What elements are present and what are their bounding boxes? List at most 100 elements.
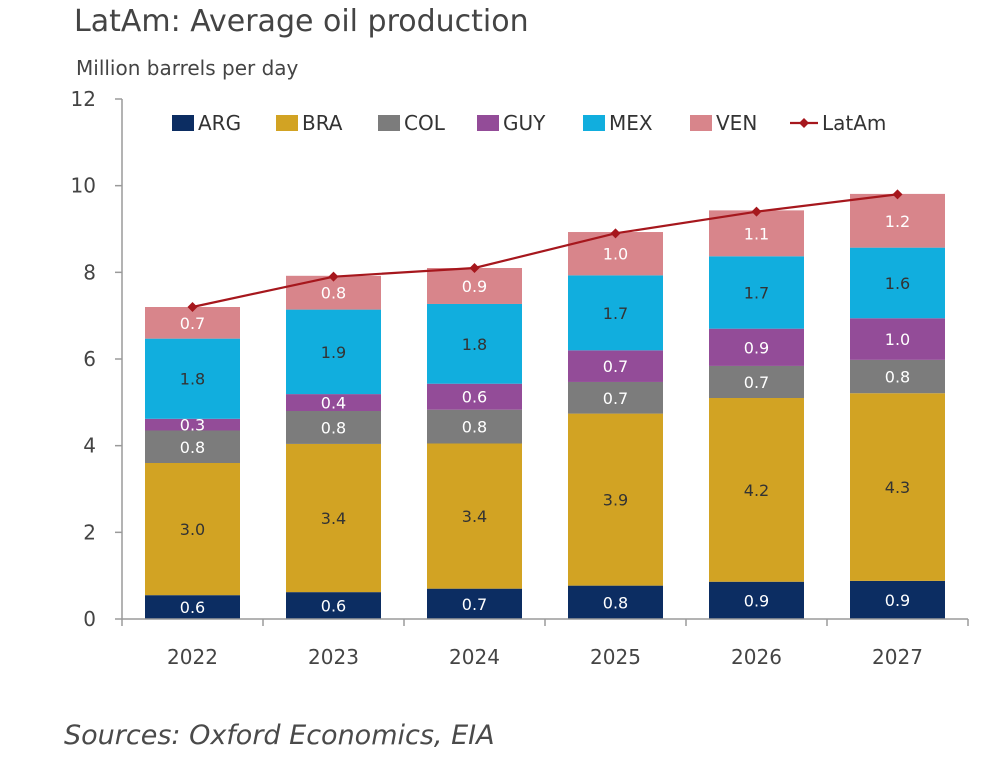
legend-swatch-mex — [583, 115, 605, 131]
axes-group: 0 2 4 6 8 10 12 2022 2023 2024 2025 2026 2027 — [71, 87, 969, 669]
data-label-ven-2022: 0.7 — [180, 314, 205, 333]
y-tick-label: 2 — [83, 520, 96, 544]
bar-col-2027 — [850, 359, 945, 394]
data-label-mex-2024: 1.8 — [462, 335, 487, 354]
data-label-ven-2023: 0.8 — [321, 284, 346, 303]
legend-swatch-col — [378, 115, 400, 131]
data-label-mex-2022: 1.8 — [180, 370, 205, 389]
bar-guy-2022 — [145, 418, 240, 431]
bar-col-2023 — [286, 411, 381, 444]
bar-series-group — [145, 193, 945, 619]
bar-ven-2022 — [145, 307, 240, 339]
bar-guy-2023 — [286, 394, 381, 411]
data-label-col-2027: 0.8 — [885, 368, 910, 387]
data-label-mex-2023: 1.9 — [321, 343, 346, 362]
x-tick-label-2022: 2022 — [167, 645, 218, 669]
legend-swatch-arg — [172, 115, 194, 131]
data-label-bra-2027: 4.3 — [885, 478, 910, 497]
source-note: Sources: Oxford Economics, EIA — [64, 720, 495, 751]
legend-label-mex: MEX — [609, 111, 653, 135]
x-tick-label-2026: 2026 — [731, 645, 782, 669]
y-axis-unit-label: Million barrels per day — [76, 56, 299, 80]
data-label-col-2024: 0.8 — [462, 418, 487, 437]
data-label-arg-2025: 0.8 — [603, 593, 628, 612]
bar-bra-2024 — [427, 443, 522, 589]
bar-bra-2023 — [286, 443, 381, 593]
data-label-ven-2025: 1.0 — [603, 245, 628, 264]
y-tick-label: 8 — [83, 260, 96, 284]
bar-arg-2024 — [427, 588, 522, 619]
bar-mex-2024 — [427, 303, 522, 384]
bar-col-2025 — [568, 381, 663, 414]
x-tick-label-2027: 2027 — [872, 645, 923, 669]
bar-mex-2025 — [568, 275, 663, 351]
legend-label-bra: BRA — [302, 111, 343, 135]
bar-mex-2027 — [850, 247, 945, 319]
data-label-col-2025: 0.7 — [603, 389, 628, 408]
latam-point-2025 — [610, 228, 621, 239]
y-tick-label: 4 — [83, 434, 96, 458]
bar-ven-2026 — [709, 210, 804, 257]
latam-point-2024 — [469, 263, 480, 273]
bar-bra-2026 — [709, 398, 804, 582]
data-label-guy-2027: 1.0 — [885, 330, 910, 349]
y-tick-label: 10 — [71, 174, 96, 198]
data-label-bra-2025: 3.9 — [603, 491, 628, 510]
latam-line-group — [187, 189, 903, 312]
data-label-mex-2027: 1.6 — [885, 274, 910, 293]
data-label-col-2026: 0.7 — [744, 373, 769, 392]
legend-label-guy: GUY — [503, 111, 546, 135]
bar-bra-2022 — [145, 463, 240, 596]
data-label-arg-2027: 0.9 — [885, 591, 910, 610]
latam-line — [192, 193, 898, 309]
data-label-bra-2023: 3.4 — [321, 509, 346, 528]
bar-guy-2027 — [850, 318, 945, 360]
bar-ven-2025 — [568, 232, 663, 276]
bar-col-2026 — [709, 365, 804, 398]
data-label-group: 0.6 3.0 0.8 0.3 1.8 0.7 0.6 3.4 0.8 0.4 1.9 0.8 0.7 3… — [180, 212, 910, 617]
data-label-ven-2024: 0.9 — [462, 277, 487, 296]
data-label-bra-2026: 4.2 — [744, 481, 769, 500]
bar-arg-2025 — [568, 585, 663, 619]
legend-marker-latam — [799, 118, 809, 128]
x-tick-label-2024: 2024 — [449, 645, 500, 669]
data-label-mex-2025: 1.7 — [603, 304, 628, 323]
data-label-arg-2026: 0.9 — [744, 591, 769, 610]
bar-arg-2027 — [850, 580, 945, 619]
bar-guy-2025 — [568, 350, 663, 382]
y-tick-label: 0 — [83, 607, 96, 631]
latam-point-2023 — [328, 271, 339, 282]
data-label-mex-2026: 1.7 — [744, 283, 769, 302]
data-label-guy-2026: 0.9 — [744, 338, 769, 357]
y-tick-label: 6 — [83, 347, 96, 371]
legend-label-col: COL — [404, 111, 446, 135]
data-label-arg-2022: 0.6 — [180, 598, 205, 617]
bar-bra-2027 — [850, 393, 945, 581]
legend-label-ven: VEN — [716, 111, 757, 135]
bar-mex-2022 — [145, 338, 240, 419]
bar-mex-2023 — [286, 309, 381, 395]
latam-point-2026 — [751, 206, 762, 217]
x-tick-label-2025: 2025 — [590, 645, 641, 669]
data-label-bra-2024: 3.4 — [462, 507, 487, 526]
y-tick-label: 12 — [71, 87, 96, 111]
data-label-guy-2024: 0.6 — [462, 388, 487, 407]
data-label-arg-2023: 0.6 — [321, 597, 346, 616]
data-label-guy-2025: 0.7 — [603, 357, 628, 376]
legend-swatch-ven — [690, 115, 712, 131]
legend: ARG BRA COL GUY MEX VEN LatAm — [172, 111, 886, 135]
latam-point-2027 — [892, 189, 903, 200]
bar-ven-2027 — [850, 193, 945, 248]
data-label-guy-2023: 0.4 — [321, 394, 346, 413]
legend-swatch-guy — [477, 115, 499, 131]
legend-label-latam: LatAm — [822, 111, 886, 135]
data-label-bra-2022: 3.0 — [180, 520, 205, 539]
bar-guy-2026 — [709, 328, 804, 366]
data-label-col-2022: 0.8 — [180, 438, 205, 457]
data-label-arg-2024: 0.7 — [462, 595, 487, 614]
bar-arg-2022 — [145, 595, 240, 619]
bar-guy-2024 — [427, 383, 522, 410]
data-label-guy-2022: 0.3 — [180, 416, 205, 435]
latam-point-2022 — [187, 302, 198, 312]
